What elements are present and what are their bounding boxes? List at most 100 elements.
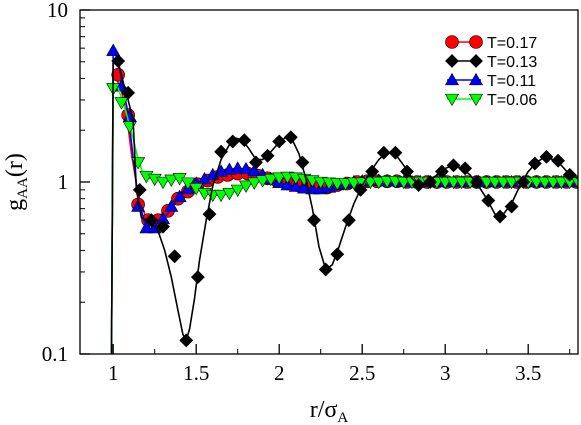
legend-marker-1b <box>469 54 483 68</box>
point-T=0.13-21 <box>353 182 368 197</box>
x-tick-label-1: 1.5 <box>183 361 209 385</box>
series-T=0.13 <box>110 54 578 354</box>
legend-entry-0: T=0.17 <box>445 35 537 52</box>
y-axis-title-suffix: (r) <box>2 153 28 177</box>
y-axis-title-sub: AA <box>15 177 31 199</box>
point-T=0.06-20 <box>272 172 287 185</box>
point-T=0.13-16 <box>295 155 310 170</box>
point-T=0.06-17 <box>247 177 262 190</box>
legend-marker-0 <box>445 35 459 49</box>
legend: T=0.17 T=0.13 T=0.11 T=0.06 <box>444 35 537 109</box>
point-T=0.13-38 <box>551 153 566 168</box>
point-T=0.11-17 <box>247 163 262 177</box>
point-T=0.13-25 <box>400 164 414 179</box>
point-T=0.13-36 <box>527 156 542 171</box>
x-axis-title-sub: A <box>337 410 348 425</box>
series-line-T=0.13 <box>110 61 578 354</box>
point-T=0.13-1 <box>121 85 136 100</box>
point-T=0.13-14 <box>272 134 287 149</box>
point-T=0.13-32 <box>481 193 496 208</box>
y-tick-label-2: 10 <box>47 0 68 22</box>
point-T=0.13-6 <box>179 333 194 348</box>
point-T=0.11-16 <box>238 161 254 175</box>
point-T=0.13-15 <box>283 130 298 145</box>
point-T=0.13-2 <box>132 182 147 197</box>
point-T=0.11-7 <box>164 199 179 212</box>
point-T=0.13-39 <box>562 167 577 182</box>
point-T=0.06-28 <box>338 178 353 191</box>
point-T=0.13-33 <box>493 209 507 224</box>
series-layer <box>106 43 578 354</box>
point-T=0.13-20 <box>341 213 356 228</box>
point-T=0.13-13 <box>260 148 275 163</box>
legend-label-2: T=0.11 <box>487 73 536 90</box>
point-T=0.13-19 <box>330 247 345 262</box>
point-T=0.06-6 <box>155 176 171 190</box>
point-T=0.13-29 <box>446 158 461 173</box>
x-axis-title-main: r/σ <box>310 397 338 423</box>
legend-marker-2 <box>444 72 460 86</box>
point-T=0.13-17 <box>307 213 321 228</box>
legend-marker-3 <box>444 93 460 107</box>
point-T=0.13-27 <box>423 175 438 189</box>
point-T=0.13-31 <box>469 175 484 189</box>
ticks-layer: 1 1.5 2 2.5 3 3.5 0.1 1 10 <box>42 0 571 385</box>
point-T=0.13-12 <box>249 155 263 170</box>
point-T=0.06-7 <box>164 174 179 187</box>
legend-label-0: T=0.17 <box>487 35 537 52</box>
y-tick-label-0: 0.1 <box>42 342 68 366</box>
legend-marker-1 <box>445 54 459 68</box>
point-T=0.11-8 <box>172 189 187 202</box>
point-T=0.13-3 <box>144 213 159 228</box>
point-T=0.13-5 <box>167 249 182 264</box>
x-tick-label-2: 2 <box>274 361 285 385</box>
x-tick-label-4: 3 <box>440 361 451 385</box>
point-T=0.06-14 <box>222 188 237 201</box>
point-T=0.06-56 <box>570 176 578 190</box>
point-T=0.13-35 <box>516 175 531 189</box>
x-tick-label-3: 2.5 <box>349 361 375 385</box>
point-T=0.11-3 <box>131 199 146 212</box>
point-T=0.06-15 <box>230 184 245 197</box>
point-T=0.13-26 <box>411 178 426 192</box>
point-T=0.06-1 <box>114 97 129 110</box>
series-line-T=0.17 <box>110 69 578 354</box>
y-axis-title: gAA(r) <box>2 153 31 211</box>
point-T=0.06-19 <box>263 173 278 187</box>
point-T=0.13-10 <box>225 134 240 149</box>
legend-label-1: T=0.13 <box>487 54 537 71</box>
point-T=0.06-32 <box>371 176 386 190</box>
point-T=0.11-15 <box>230 161 245 174</box>
y-tick-label-1: 1 <box>58 170 69 194</box>
point-T=0.13-4 <box>156 219 170 234</box>
point-T=0.06-13 <box>214 189 229 203</box>
point-T=0.13-0 <box>111 54 126 68</box>
point-T=0.13-30 <box>458 161 473 176</box>
x-tick-label-5: 3.5 <box>515 361 541 385</box>
point-T=0.13-28 <box>434 164 449 179</box>
point-T=0.13-24 <box>388 145 403 160</box>
legend-entry-1: T=0.13 <box>445 54 537 71</box>
legend-marker-3b <box>468 93 484 107</box>
point-T=0.13-11 <box>237 133 252 148</box>
point-T=0.11-0 <box>106 43 121 56</box>
point-T=0.11-21 <box>280 177 295 191</box>
legend-label-3: T=0.06 <box>487 92 537 109</box>
legend-marker-0b <box>469 35 483 49</box>
point-T=0.06-16 <box>238 180 254 193</box>
point-T=0.13-8 <box>202 207 217 222</box>
point-T=0.13-9 <box>214 144 229 159</box>
point-T=0.06-18 <box>255 175 270 188</box>
point-T=0.13-7 <box>190 270 205 285</box>
legend-entry-2: T=0.11 <box>444 72 536 90</box>
y-axis-title-main: g <box>2 199 28 211</box>
x-axis-title: r/σA <box>310 397 349 425</box>
point-T=0.11-22 <box>288 179 303 192</box>
legend-marker-2b <box>468 72 484 86</box>
point-T=0.13-34 <box>504 199 519 214</box>
legend-entry-3: T=0.06 <box>444 92 537 109</box>
point-T=0.13-37 <box>539 149 554 164</box>
x-tick-label-0: 1 <box>108 361 119 385</box>
point-T=0.13-23 <box>376 145 391 160</box>
